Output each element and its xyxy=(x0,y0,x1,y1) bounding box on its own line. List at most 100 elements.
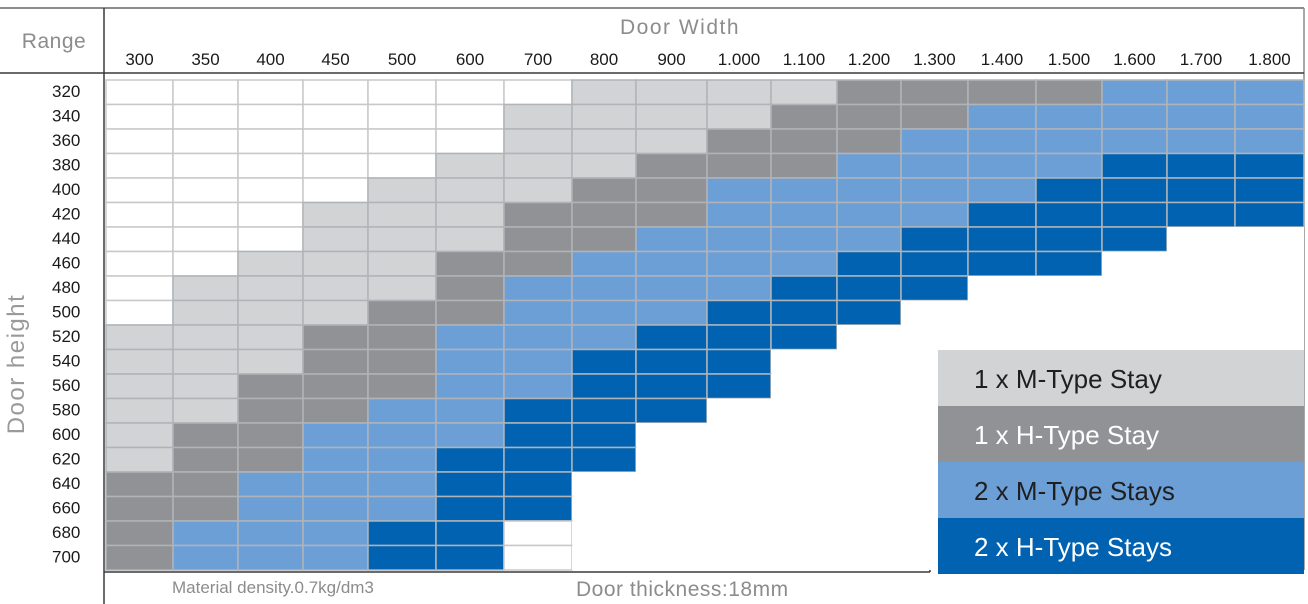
row-header: 660 xyxy=(52,499,80,518)
grid-cell xyxy=(105,348,174,375)
column-header: 350 xyxy=(191,50,219,69)
grid-cell xyxy=(302,471,369,498)
grid-cell xyxy=(435,397,505,424)
grid-cell xyxy=(1167,300,1235,325)
column-header: 900 xyxy=(657,50,685,69)
grid-cell xyxy=(706,324,772,351)
grid-cell xyxy=(503,348,573,375)
grid-cell xyxy=(503,373,573,400)
grid-cell xyxy=(771,496,837,521)
grid-cell xyxy=(1167,227,1235,252)
grid-cell xyxy=(172,397,239,424)
grid-cell xyxy=(105,324,174,351)
grid-cell xyxy=(172,103,239,130)
range-header: Range xyxy=(21,30,87,53)
grid-cell xyxy=(571,373,637,400)
grid-cell xyxy=(571,226,637,253)
grid-cell xyxy=(836,275,902,302)
row-header: 340 xyxy=(52,107,80,126)
grid-cell xyxy=(836,226,902,253)
grid-cell xyxy=(237,177,304,204)
column-header: 400 xyxy=(256,50,284,69)
grid-cell xyxy=(771,423,837,448)
grid-cell xyxy=(237,103,304,130)
grid-cell xyxy=(635,103,708,130)
column-header: 600 xyxy=(456,50,484,69)
grid-cell xyxy=(967,226,1037,253)
grid-cell xyxy=(302,495,369,522)
grid-cell xyxy=(435,373,505,400)
grid-cell xyxy=(837,521,901,546)
grid-cell xyxy=(707,447,771,472)
column-header: 1.200 xyxy=(848,50,891,69)
grid-cell xyxy=(1101,152,1168,179)
grid-cell xyxy=(172,373,239,400)
grid-cell xyxy=(836,201,902,228)
grid-cell xyxy=(706,373,772,400)
grid-cell xyxy=(1101,177,1168,204)
grid-cell xyxy=(172,79,239,106)
grid-cell xyxy=(1102,276,1167,301)
grid-cell xyxy=(1166,128,1236,155)
grid-cell xyxy=(1167,251,1235,276)
grid-cell xyxy=(1102,300,1167,325)
grid-cell xyxy=(571,201,637,228)
grid-cell xyxy=(836,128,902,155)
grid-cell xyxy=(900,250,969,277)
grid-cell xyxy=(1101,201,1168,228)
grid-cell xyxy=(105,299,174,326)
grid-cell xyxy=(770,177,838,204)
grid-cell xyxy=(635,397,708,424)
grid-cell xyxy=(706,226,772,253)
door-width-title: Door Width xyxy=(619,16,741,39)
grid-cell xyxy=(837,349,901,374)
grid-cell xyxy=(771,472,837,497)
row-header: 420 xyxy=(52,205,80,224)
grid-cell xyxy=(706,152,772,179)
grid-cell xyxy=(1234,152,1305,179)
grid-cell xyxy=(836,177,902,204)
grid-cell xyxy=(172,446,239,473)
grid-cell xyxy=(770,275,838,302)
grid-cell xyxy=(1101,226,1168,253)
grid-cell xyxy=(1035,152,1103,179)
grid-cell xyxy=(367,324,437,351)
grid-cell xyxy=(1035,226,1103,253)
grid-cell xyxy=(302,422,369,449)
legend-item-m1: 1 x M-Type Stay xyxy=(938,350,1304,406)
grid-cell xyxy=(636,423,707,448)
grid-cell xyxy=(435,299,505,326)
grid-cell xyxy=(706,128,772,155)
grid-cell xyxy=(435,422,505,449)
grid-cell xyxy=(503,471,573,498)
column-header: 300 xyxy=(125,50,153,69)
column-header: 1.100 xyxy=(783,50,826,69)
grid-cell xyxy=(237,128,304,155)
grid-cell xyxy=(770,79,838,106)
grid-cell xyxy=(302,152,369,179)
grid-cell xyxy=(302,201,369,228)
grid-cell xyxy=(1036,325,1102,350)
grid-cell xyxy=(707,423,771,448)
column-header: 450 xyxy=(321,50,349,69)
grid-cell xyxy=(572,545,636,570)
legend: 1 x M-Type Stay 1 x H-Type Stay 2 x M-Ty… xyxy=(928,336,1308,578)
grid-cell xyxy=(901,300,968,325)
grid-cell xyxy=(836,250,902,277)
row-header: 580 xyxy=(52,401,80,420)
row-header: 520 xyxy=(52,327,80,346)
grid-cell xyxy=(435,103,505,130)
grid-cell xyxy=(900,275,969,302)
grid-cell xyxy=(571,103,637,130)
grid-cell xyxy=(237,422,304,449)
grid-cell xyxy=(237,79,304,106)
grid-cell xyxy=(435,250,505,277)
row-header: 540 xyxy=(52,352,80,371)
grid-cell xyxy=(302,397,369,424)
grid-cell xyxy=(571,128,637,155)
grid-cell xyxy=(1035,177,1103,204)
grid-cell xyxy=(435,201,505,228)
grid-cell xyxy=(105,397,174,424)
grid-cell xyxy=(635,299,708,326)
column-header: 500 xyxy=(388,50,416,69)
